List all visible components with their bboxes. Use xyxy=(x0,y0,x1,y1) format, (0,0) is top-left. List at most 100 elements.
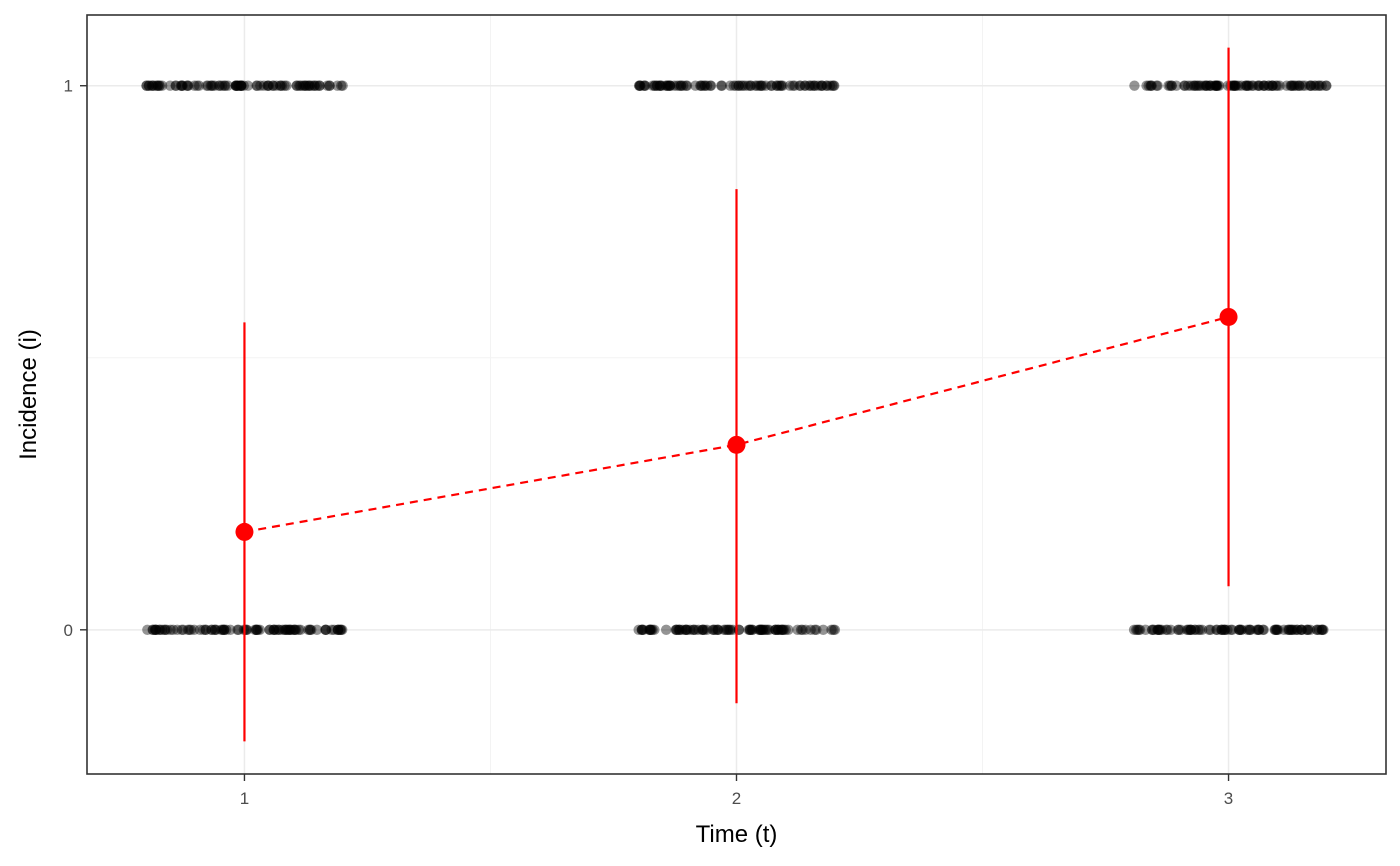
observation-point xyxy=(1301,624,1313,636)
observation-point xyxy=(722,624,734,636)
observation-point xyxy=(254,624,266,636)
observation-point xyxy=(1321,80,1332,91)
observation-point xyxy=(1141,80,1152,91)
observation-point xyxy=(1201,80,1212,91)
observation-point xyxy=(746,624,758,636)
observation-point xyxy=(1303,624,1314,636)
observation-point xyxy=(1294,80,1305,91)
observation-point xyxy=(1286,80,1298,91)
observation-point xyxy=(695,80,706,91)
observation-point xyxy=(654,80,665,91)
observation-point xyxy=(147,624,159,636)
observation-point xyxy=(1257,624,1269,636)
observation-point xyxy=(1163,80,1174,91)
observation-point xyxy=(733,624,745,636)
observation-point xyxy=(695,80,707,91)
observation-point xyxy=(756,624,767,636)
observation-point xyxy=(645,624,656,636)
observation-point xyxy=(1309,80,1320,91)
observation-point xyxy=(828,624,839,636)
observation-point xyxy=(231,80,242,91)
observation-point xyxy=(291,80,303,91)
observation-point xyxy=(652,80,663,91)
observation-point xyxy=(304,80,315,91)
observation-point xyxy=(1210,80,1222,91)
observation-point xyxy=(1296,624,1307,636)
observation-point xyxy=(770,624,781,636)
observation-point xyxy=(1134,624,1146,636)
observation-point xyxy=(668,80,680,91)
observation-point xyxy=(705,80,717,91)
observation-point xyxy=(303,624,314,636)
observation-point xyxy=(1292,624,1303,636)
observation-point xyxy=(783,624,794,636)
observation-point xyxy=(745,80,756,91)
observation-point xyxy=(279,624,290,636)
observation-point xyxy=(701,80,713,91)
observation-point xyxy=(1297,80,1308,91)
observation-point xyxy=(1317,624,1328,636)
observation-point xyxy=(269,624,280,636)
observation-point xyxy=(1274,80,1285,91)
observation-point xyxy=(660,80,671,91)
observation-point xyxy=(805,80,816,91)
observation-point xyxy=(267,80,279,91)
observation-point xyxy=(697,624,708,636)
observation-point xyxy=(1244,624,1255,636)
observation-point xyxy=(251,624,262,636)
observation-point xyxy=(809,80,820,91)
observation-point xyxy=(807,80,818,91)
observation-point xyxy=(1252,80,1263,91)
observation-point xyxy=(753,624,765,636)
observation-point xyxy=(1305,80,1317,91)
observation-point xyxy=(678,80,689,91)
observation-point xyxy=(766,80,777,91)
observation-point xyxy=(718,624,730,636)
observation-point xyxy=(1243,80,1254,91)
observation-point xyxy=(1302,624,1313,636)
observation-point xyxy=(152,80,163,91)
observation-point xyxy=(1211,624,1222,636)
observation-point xyxy=(332,624,344,636)
observation-point xyxy=(780,624,791,636)
observation-point xyxy=(772,624,784,636)
observation-point xyxy=(262,80,274,91)
observation-point xyxy=(219,624,230,636)
observation-point xyxy=(792,624,803,636)
observation-point xyxy=(1289,80,1301,91)
observation-point xyxy=(1286,624,1297,636)
observation-point xyxy=(251,624,262,636)
observation-point xyxy=(152,80,163,91)
observation-point xyxy=(735,80,747,91)
observation-point xyxy=(206,80,217,91)
observation-point xyxy=(225,624,236,636)
observation-point xyxy=(1320,80,1332,91)
observation-point xyxy=(662,80,673,91)
observation-point xyxy=(759,624,770,636)
observation-point xyxy=(799,80,811,91)
observation-point xyxy=(235,80,246,91)
observation-point xyxy=(638,80,649,91)
observation-point xyxy=(747,624,758,636)
observation-point xyxy=(815,80,827,91)
observation-point xyxy=(1193,624,1204,636)
observation-point xyxy=(335,624,347,636)
observation-point xyxy=(1271,624,1283,636)
observation-point xyxy=(182,80,193,91)
observation-point xyxy=(1211,80,1222,91)
observation-point xyxy=(644,624,656,636)
observation-point xyxy=(682,624,693,636)
observation-point xyxy=(1212,80,1224,91)
observation-point xyxy=(150,80,162,91)
observation-point xyxy=(777,624,788,636)
y-tick-label: 1 xyxy=(64,77,73,96)
observation-point xyxy=(771,80,782,91)
observation-point xyxy=(221,624,232,636)
observation-point xyxy=(646,624,657,636)
observation-point xyxy=(159,624,171,636)
observation-point xyxy=(176,80,187,91)
observation-point xyxy=(776,80,787,91)
observation-point xyxy=(794,80,805,91)
observation-point xyxy=(743,80,754,91)
observation-point xyxy=(744,624,756,636)
